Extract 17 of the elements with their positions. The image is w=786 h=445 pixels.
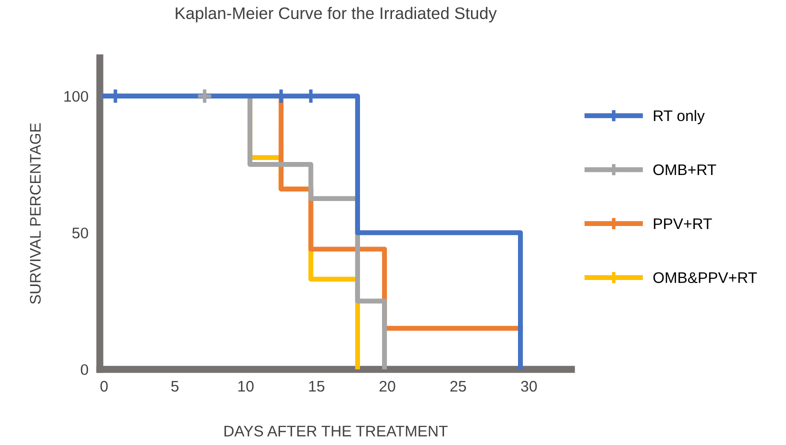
x-tick-label: 30	[521, 380, 537, 392]
x-tick-label: 15	[309, 381, 324, 392]
y-axis-title: SURVIVAL PERCENTAGE	[30, 123, 41, 304]
y-tick-label: 0	[80, 364, 88, 376]
x-tick-label: 0	[100, 380, 108, 392]
legend-label: PPV+RT	[654, 218, 712, 229]
y-tick-label: 50	[72, 228, 88, 238]
x-tick-label: 20	[380, 380, 396, 392]
x-tick-label: 25	[450, 380, 466, 392]
chart-title: Kaplan-Meier Curve for the Irradiated Study	[176, 6, 497, 22]
x-tick-label: 5	[171, 381, 178, 392]
legend-label: OMB+RT	[653, 164, 716, 176]
x-axis-title: DAYS AFTER THE TREATMENT	[224, 426, 448, 436]
legend-label: RT only	[654, 110, 705, 124]
legend-label: OMB&PPV+RT	[653, 272, 757, 284]
x-tick-label: 10	[238, 380, 254, 392]
y-tick-label: 100	[64, 90, 88, 102]
